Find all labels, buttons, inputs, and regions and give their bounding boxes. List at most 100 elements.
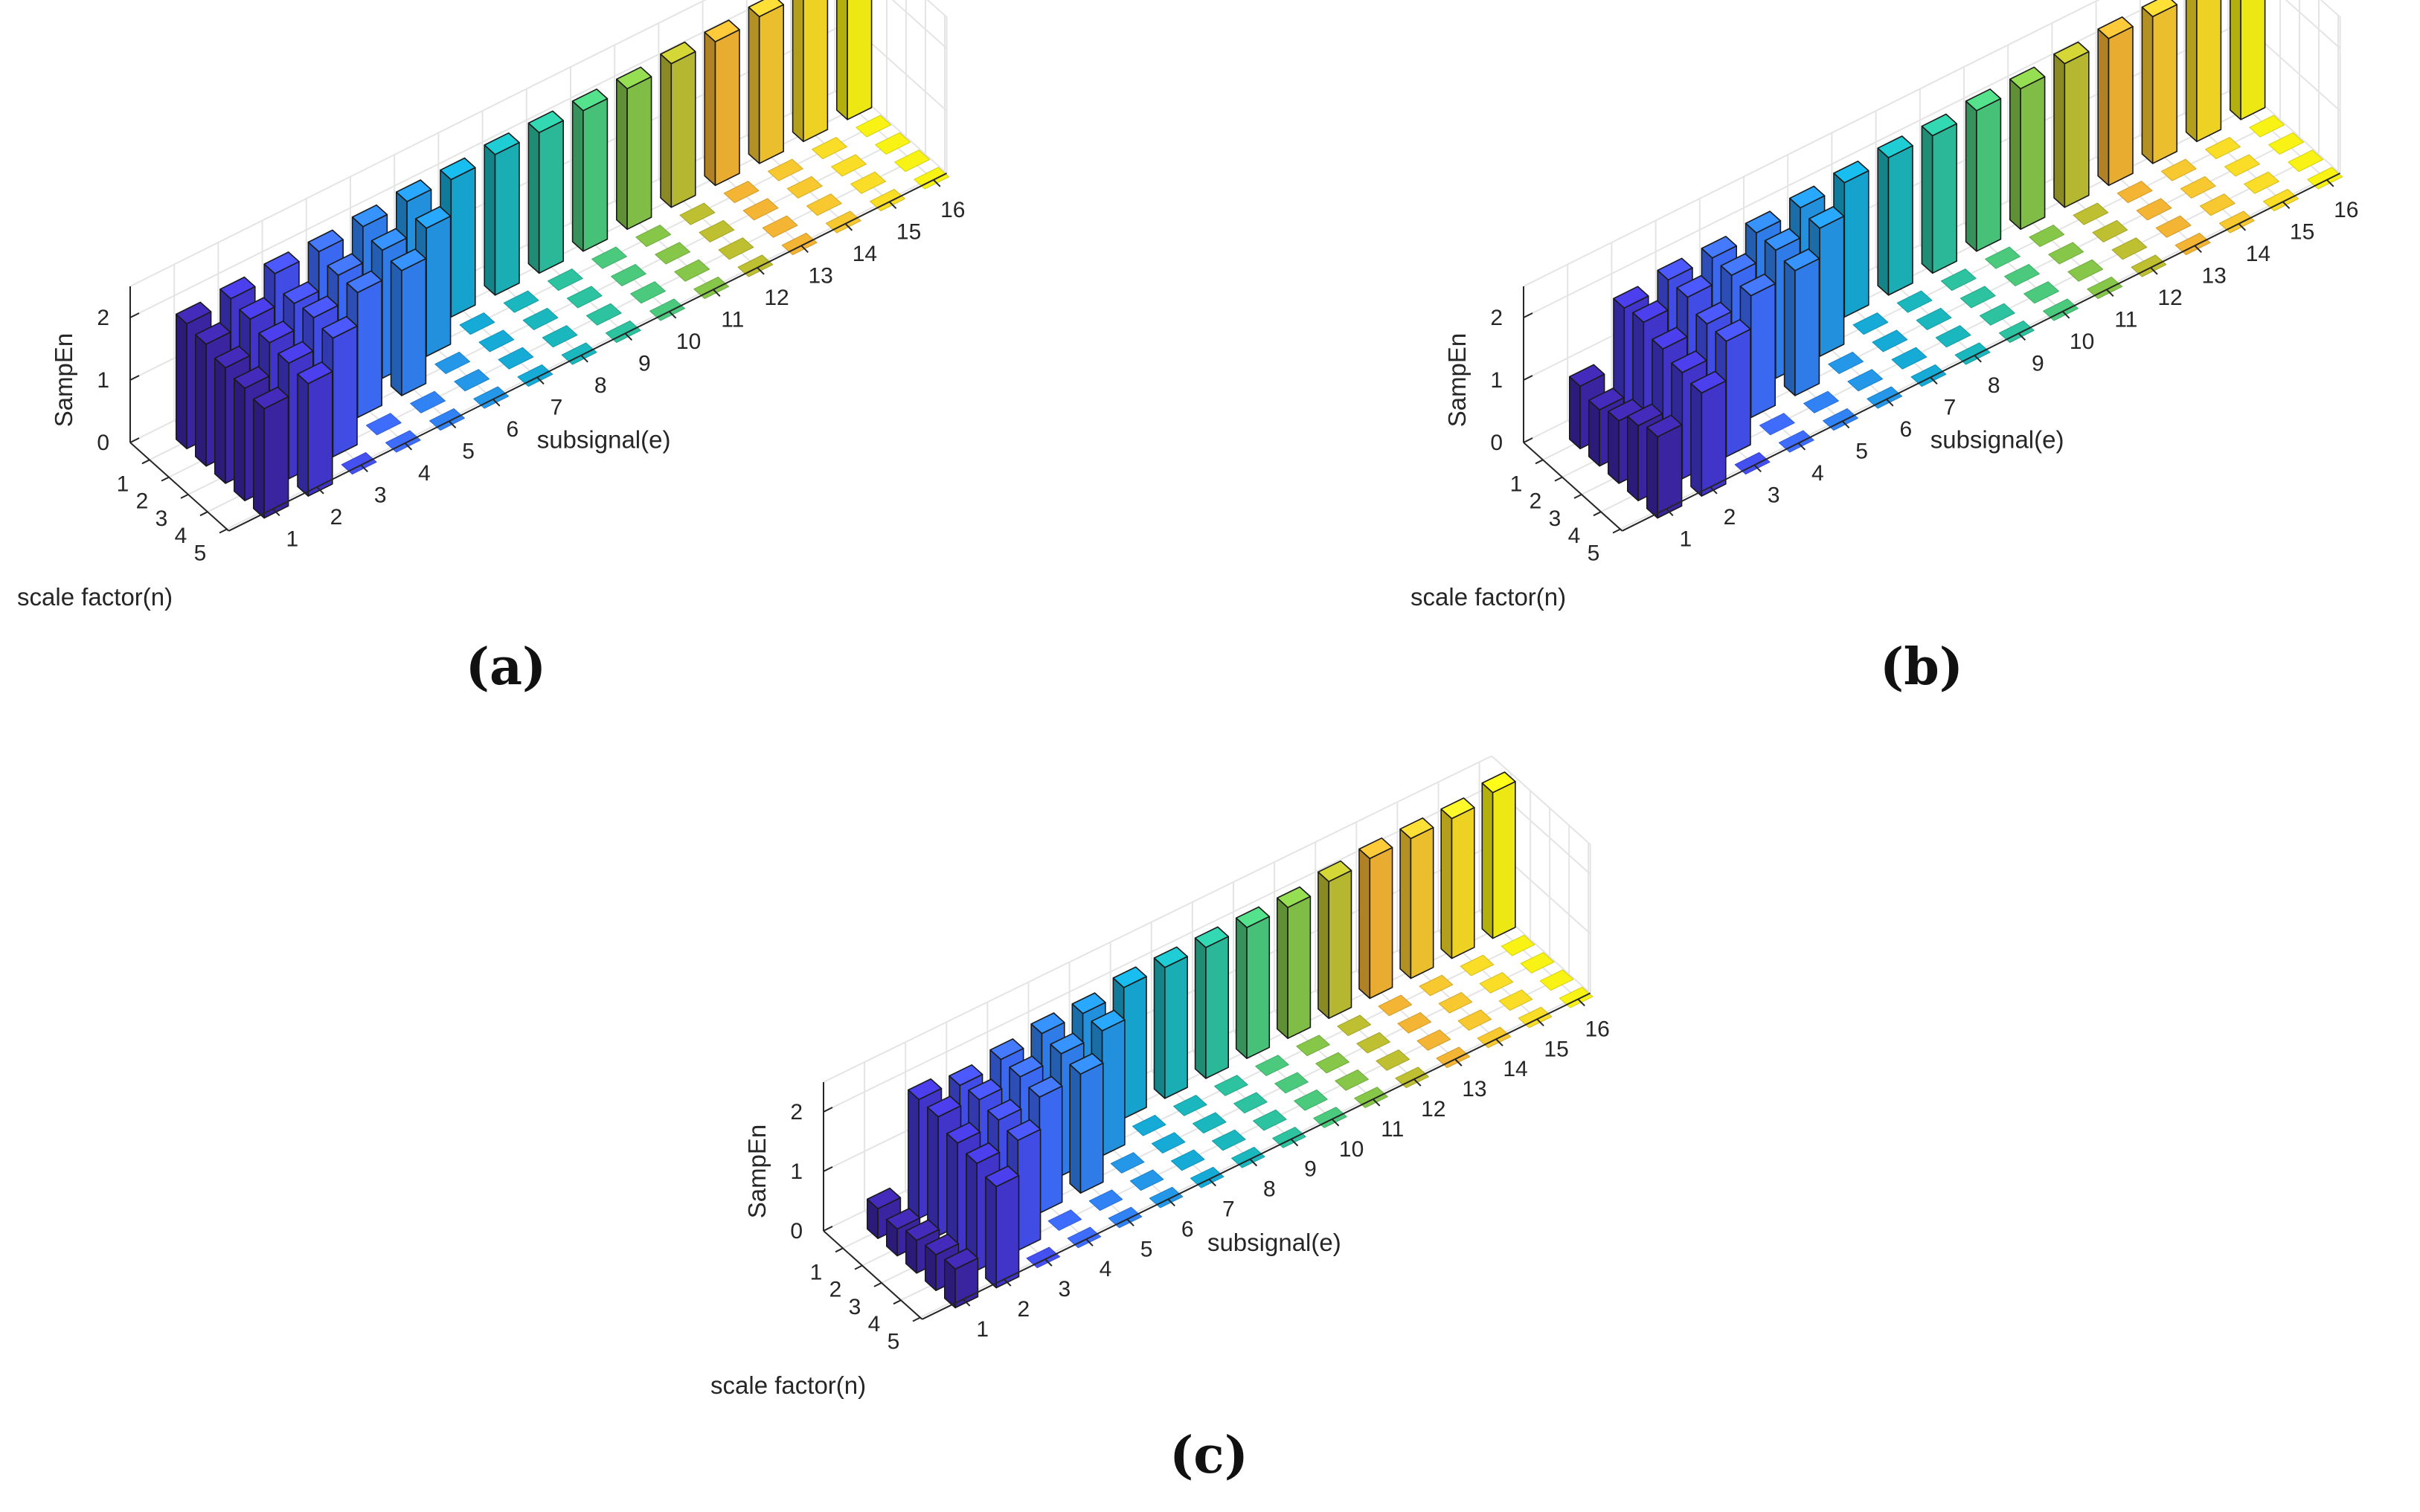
bar-n1-e10 — [1235, 906, 1271, 1059]
e-tick-label: 15 — [896, 219, 921, 244]
bar-n1-e9 — [1194, 926, 1229, 1079]
bar-n5-e14 — [2218, 210, 2255, 234]
e-tick-label: 11 — [721, 307, 744, 332]
bar-n2-e10 — [1255, 1055, 1289, 1076]
bar-n2-e11 — [1296, 1035, 1330, 1056]
n-tick-label: 4 — [175, 524, 187, 548]
n-tick-label: 1 — [117, 472, 129, 496]
bar-n4-e5 — [1803, 390, 1839, 414]
z-tick-label: 2 — [790, 1100, 803, 1125]
bar-n3-e13 — [2136, 198, 2172, 221]
e-tick-label: 8 — [1263, 1177, 1276, 1202]
e-tick-label: 4 — [1811, 461, 1824, 486]
bar-n2-e15 — [2205, 137, 2241, 160]
e-tick-label: 7 — [551, 395, 563, 419]
z-tick-label: 1 — [1490, 368, 1503, 393]
bar-n5-e6 — [1867, 386, 1903, 409]
bar-n1-e10 — [571, 89, 609, 252]
bar-n4-e10 — [1294, 1089, 1328, 1111]
bar-n5-e9 — [605, 321, 641, 343]
bar-n3-e9 — [1960, 286, 1996, 309]
e-tick-label: 1 — [1679, 527, 1692, 551]
e-tick-label: 2 — [1724, 505, 1736, 530]
bar-n3-e6 — [1828, 351, 1864, 374]
bar-n3-e5 — [1783, 248, 1820, 396]
bar-n3-e5 — [1069, 1052, 1104, 1194]
bar-n3-e12 — [2092, 219, 2128, 242]
bars — [867, 771, 1593, 1309]
bar-n2-e14 — [1419, 974, 1454, 997]
bar-n3-e14 — [2180, 176, 2216, 199]
n-tick-label: 4 — [868, 1312, 881, 1336]
bar-n5-e5 — [1823, 408, 1858, 431]
bar-n5-e10 — [649, 298, 685, 321]
bar-n4-e6 — [1129, 1169, 1164, 1191]
e-tick-label: 5 — [1855, 439, 1868, 463]
bar-n4-e5 — [410, 390, 446, 414]
bar-n3-e7 — [478, 329, 515, 353]
bar-n5-e3 — [1734, 452, 1771, 474]
bar-n3-e10 — [2004, 263, 2040, 286]
e-tick-label: 10 — [676, 329, 701, 354]
panel-label: (c) — [1169, 1426, 1248, 1485]
bar-n5-e12 — [737, 254, 774, 277]
bar-n3-e11 — [655, 242, 691, 265]
n-tick-label: 5 — [1588, 541, 1600, 566]
bar-n5-e14 — [825, 210, 861, 234]
n-tick-label: 1 — [1510, 472, 1523, 496]
bar-n4-e16 — [1539, 969, 1574, 991]
e-tick-label: 3 — [1768, 483, 1780, 507]
chart-panel-1: 0121234512345678910111213141516SampEnsca… — [17, 0, 965, 697]
bar-n5-e15 — [870, 189, 905, 211]
chart-panel-3: 0121234512345678910111213141516SampEnsca… — [710, 755, 1610, 1485]
n-tick-label: 2 — [829, 1278, 842, 1302]
bar-n1-e8 — [1153, 946, 1188, 1099]
e-tick-label: 12 — [1421, 1097, 1445, 1122]
bar-n5-e2 — [1690, 370, 1727, 497]
bar-n2-e13 — [723, 181, 760, 204]
bar-n4-e6 — [1847, 369, 1884, 392]
bar-n3-e13 — [742, 198, 779, 221]
bar-n2-e10 — [591, 246, 627, 269]
bar-n4-e4 — [1759, 413, 1795, 436]
e-tick-label: 11 — [1381, 1117, 1404, 1142]
bar-n4-e9 — [1253, 1109, 1287, 1131]
bar-n3-e5 — [390, 248, 427, 396]
bar-n5-e2 — [297, 361, 333, 497]
bar-n3-e12 — [1356, 1032, 1390, 1054]
bar-n3-e14 — [1438, 992, 1473, 1014]
bar-n4-e14 — [2199, 193, 2236, 216]
bar-n4-e11 — [2067, 259, 2104, 282]
bar-n2-e12 — [679, 202, 716, 225]
e-tick-label: 4 — [418, 461, 431, 486]
bar-n5-e8 — [1954, 342, 1991, 365]
bar-n1-e16 — [836, 0, 873, 120]
e-tick-label: 13 — [809, 263, 833, 288]
bar-n5-e9 — [1998, 321, 2035, 343]
bar-n2-e9 — [1214, 1075, 1248, 1096]
e-tick-label: 10 — [1339, 1137, 1364, 1162]
bar-n2-e8 — [1173, 1095, 1207, 1116]
bar-n1-e15 — [792, 0, 829, 143]
z-tick-label: 1 — [97, 368, 109, 393]
bar-n1-e8 — [484, 132, 520, 296]
bar-n3-e15 — [1479, 972, 1514, 994]
bar-n4-e13 — [762, 215, 798, 238]
e-tick-label: 13 — [1462, 1077, 1486, 1101]
bar-n3-e7 — [1151, 1132, 1186, 1154]
bar-n5-e5 — [429, 408, 465, 431]
bar-n5-e8 — [1231, 1147, 1265, 1168]
bar-n2-e12 — [2073, 202, 2109, 225]
bar-n1-e11 — [615, 66, 652, 231]
bar-n4-e9 — [1979, 303, 2015, 326]
n-tick-label: 1 — [810, 1260, 823, 1284]
bar-n4-e7 — [1891, 347, 1928, 370]
bar-n5-e4 — [1778, 430, 1814, 453]
bar-n5-e13 — [2175, 233, 2211, 255]
y-axis-label: scale factor(n) — [710, 1371, 866, 1399]
bar-n1-e11 — [2009, 66, 2046, 231]
e-tick-label: 15 — [1544, 1037, 1568, 1061]
e-tick-label: 6 — [1899, 417, 1912, 442]
bar-n1-e13 — [1358, 837, 1393, 1000]
bar-n2-e11 — [635, 225, 672, 248]
